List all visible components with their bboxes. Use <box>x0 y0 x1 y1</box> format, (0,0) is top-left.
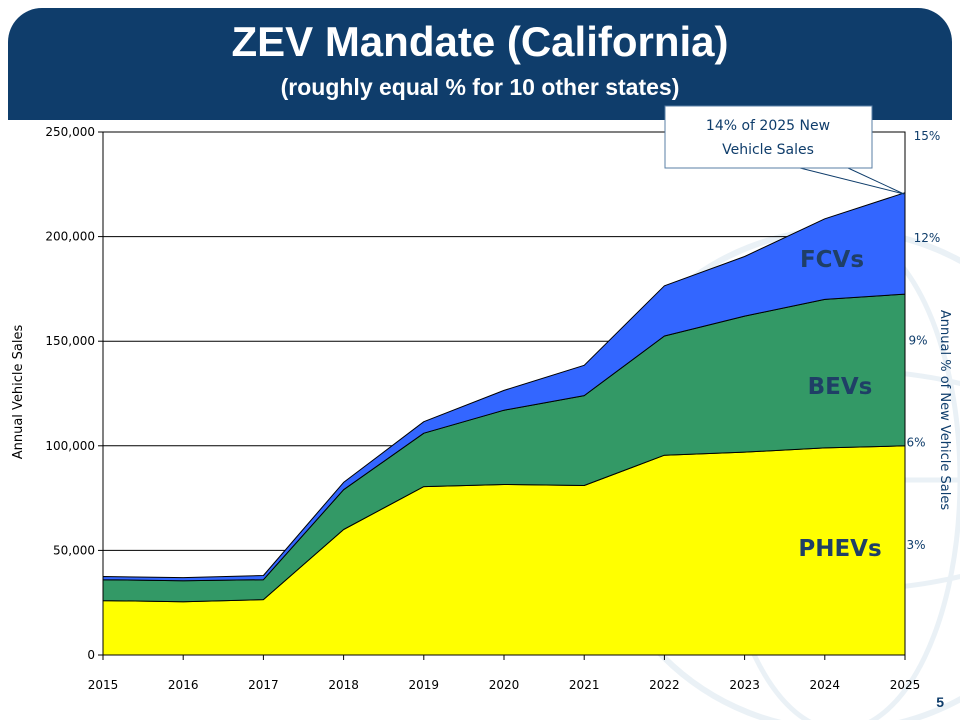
secondary-y-axis-title: Annual % of New Vehicle Sales <box>937 310 952 510</box>
y-tick-label: 0 <box>87 648 95 662</box>
slide-title: ZEV Mandate (California) <box>231 18 729 65</box>
annotation-callout: 14% of 2025 New Vehicle Sales <box>664 105 905 195</box>
x-tick-label: 2015 <box>88 678 119 692</box>
x-tick-label: 2019 <box>409 678 440 692</box>
x-tick-label: 2017 <box>248 678 279 692</box>
page-number: 5 <box>936 694 944 710</box>
x-tick-label: 2018 <box>328 678 359 692</box>
secondary-y-axis-ticks: 3% 6% 9% 12% 15% <box>906 129 940 552</box>
y2-tick-label: 12% <box>914 231 941 245</box>
x-tick-label: 2021 <box>569 678 600 692</box>
y-tick-label: 250,000 <box>45 125 95 139</box>
x-tick-label: 2024 <box>810 678 841 692</box>
y2-tick-label: 9% <box>908 333 927 347</box>
y2-tick-label: 15% <box>914 129 941 143</box>
series-label-fcvs: FCVs <box>800 247 864 273</box>
x-axis-ticks: 2015 2016 2017 2018 2019 2020 2021 2022 2023 2024… <box>88 655 921 692</box>
y2-tick-label: 6% <box>906 436 925 450</box>
y-tick-label: 100,000 <box>45 439 95 453</box>
x-tick-label: 2016 <box>168 678 199 692</box>
y-axis-title: Annual Vehicle Sales <box>11 325 26 460</box>
annotation-line-1: 14% of 2025 New <box>706 118 830 134</box>
x-tick-label: 2022 <box>649 678 680 692</box>
stacked-areas <box>102 192 906 656</box>
y-axis-ticks: 0 50,000 100,000 150,000 200,000 250,000 <box>45 125 103 662</box>
x-tick-label: 2020 <box>489 678 520 692</box>
annotation-line-2: Vehicle Sales <box>722 142 814 158</box>
y-tick-label: 50,000 <box>53 543 95 557</box>
y-tick-label: 150,000 <box>45 334 95 348</box>
series-labels: PHEVs BEVs FCVs <box>798 247 881 562</box>
y-tick-label: 200,000 <box>45 230 95 244</box>
series-label-bevs: BEVs <box>808 374 873 400</box>
series-label-phevs: PHEVs <box>798 536 881 562</box>
y2-tick-label: 3% <box>906 538 925 552</box>
x-tick-label: 2023 <box>729 678 760 692</box>
slide-subtitle: (roughly equal % for 10 other states) <box>280 74 680 100</box>
x-tick-label: 2025 <box>890 678 921 692</box>
title-banner <box>8 8 952 120</box>
